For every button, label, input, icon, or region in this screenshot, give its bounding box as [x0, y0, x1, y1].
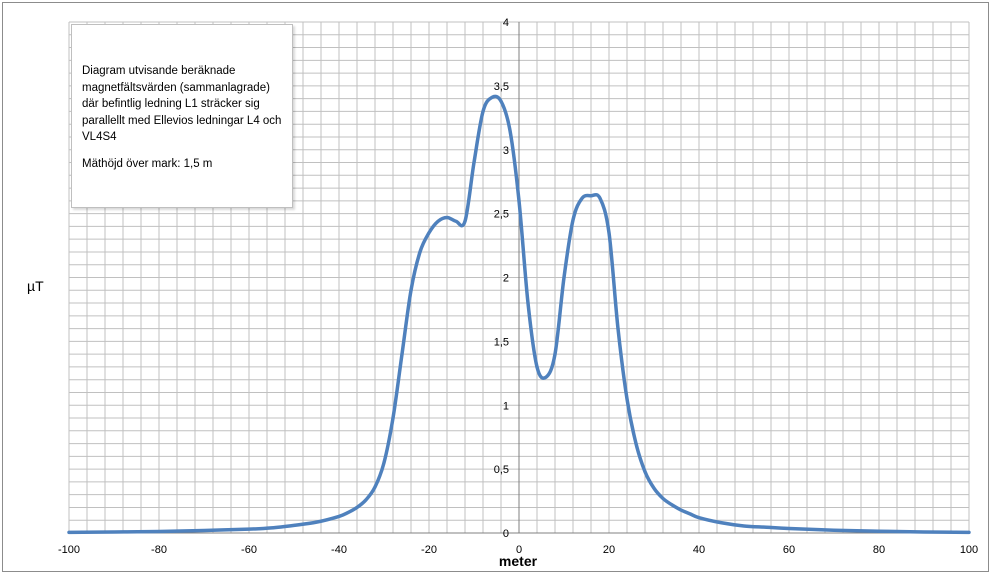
series-line	[67, 94, 971, 535]
y-tick-label: 0,5	[494, 464, 509, 476]
y-tick-label: 3	[503, 145, 509, 157]
y-tick-label: 0	[503, 528, 509, 540]
y-tick-label: 3,5	[494, 81, 509, 93]
y-tick-label: 4	[503, 17, 509, 29]
annotation-measure-height: Mäthöjd över mark: 1,5 m	[82, 157, 213, 170]
x-tick-label: 60	[783, 544, 795, 556]
x-axis-label: meter	[499, 553, 538, 569]
y-tick-label: 1,5	[494, 336, 509, 348]
x-tick-label: -80	[151, 544, 167, 556]
x-tick-label: -40	[331, 544, 347, 556]
magnetic-field-chart: -100 -80 -60 -40 -20 0 20 40 60 80 100 0 0,5 1 1,5 2 2,5…	[27, 17, 978, 569]
annotation-description: Diagram utvisande beräknade magnetfältsv…	[82, 65, 282, 143]
axes	[69, 22, 969, 534]
x-tick-label: 40	[693, 544, 705, 556]
y-tick-label: 1	[503, 400, 509, 412]
x-tick-label: 80	[873, 544, 885, 556]
x-tick-label: -100	[58, 544, 80, 556]
series	[67, 94, 971, 535]
x-tick-label: 0	[516, 544, 522, 556]
x-tick-label: -20	[421, 544, 437, 556]
x-tick-label: 20	[603, 544, 615, 556]
x-tick-label: 100	[960, 544, 978, 556]
chart-annotation-box: Diagram utvisande beräknade magnetfältsv…	[71, 24, 293, 208]
tick-labels: -100 -80 -60 -40 -20 0 20 40 60 80 100 0 0,5 1 1,5 2 2,5…	[58, 17, 978, 556]
y-tick-label: 2	[503, 273, 509, 285]
x-tick-label: -60	[241, 544, 257, 556]
y-axis-label: µT	[27, 278, 44, 294]
y-tick-label: 2,5	[494, 209, 509, 221]
